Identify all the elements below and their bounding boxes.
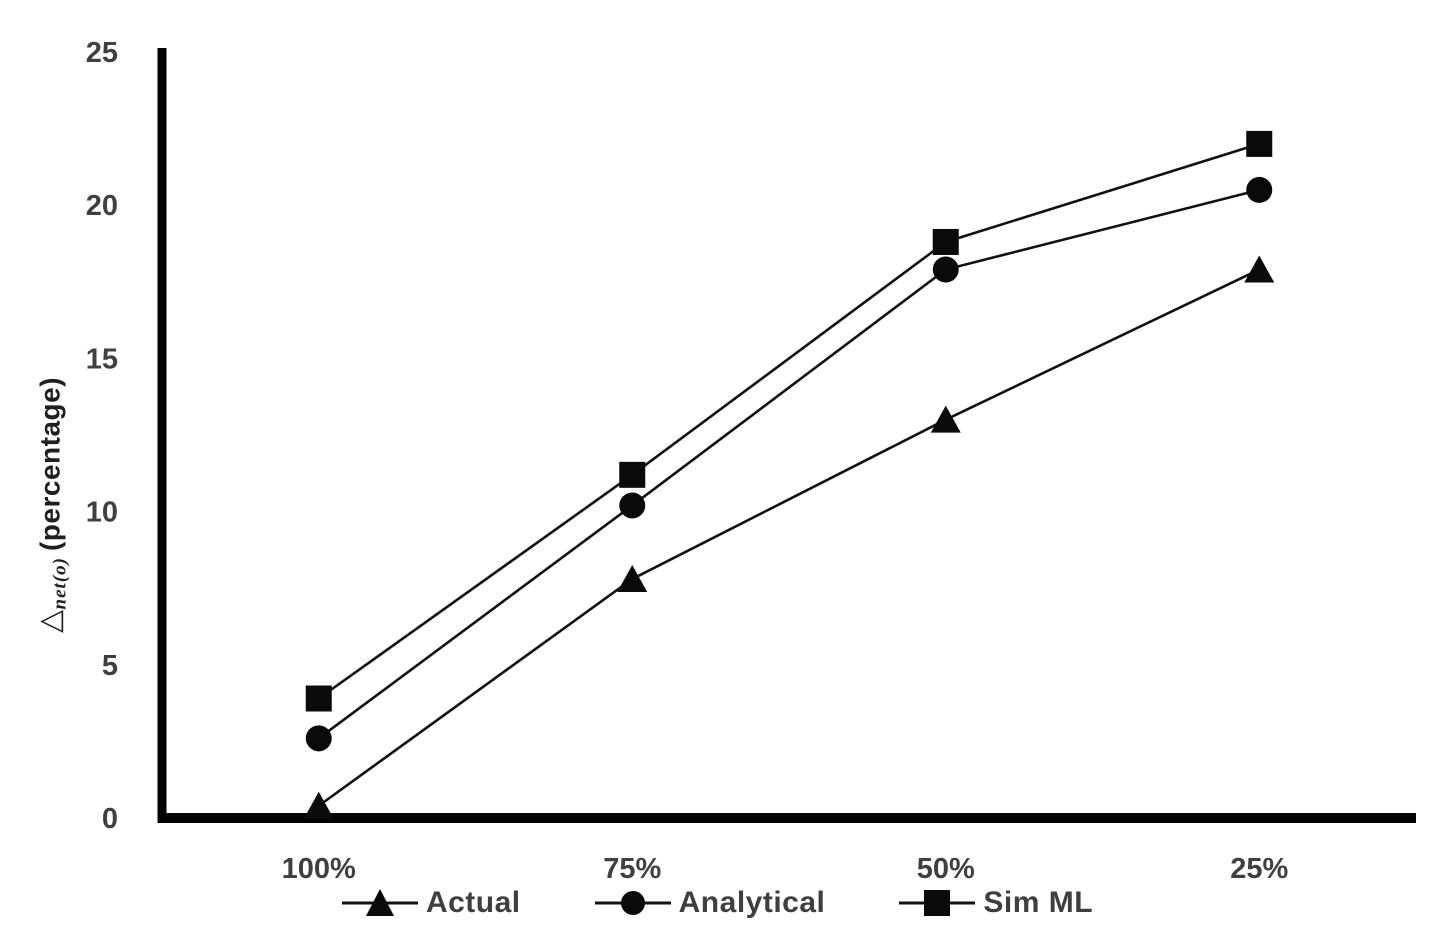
y-tick-label: 10 bbox=[86, 497, 118, 529]
y-axis-line bbox=[157, 48, 167, 823]
circle-data-marker bbox=[305, 725, 332, 752]
circle-data-marker bbox=[619, 492, 646, 519]
circle-marker-icon bbox=[594, 891, 671, 915]
x-tick-label: 75% bbox=[603, 853, 661, 885]
circle-data-marker bbox=[1246, 176, 1273, 203]
square-data-marker bbox=[619, 461, 646, 488]
triangle-data-marker bbox=[1244, 255, 1275, 283]
x-tick-label: 100% bbox=[282, 853, 356, 885]
y-tick-label: 25 bbox=[86, 37, 118, 69]
square-data-marker bbox=[305, 685, 332, 712]
square-marker-icon bbox=[899, 890, 976, 916]
delta-symbol: △ bbox=[32, 609, 68, 634]
y-tick-label: 5 bbox=[102, 650, 118, 682]
legend-label: Actual bbox=[425, 886, 521, 919]
series-line-square bbox=[317, 142, 1260, 700]
legend-item-simml: Sim ML bbox=[899, 886, 1093, 920]
y-axis-title-units: (percentage) bbox=[34, 376, 66, 552]
x-tick-label: 50% bbox=[917, 853, 975, 885]
y-axis-title: △net(o) (percentage) bbox=[33, 377, 72, 633]
legend-label: Analytical bbox=[678, 886, 826, 919]
square-data-marker bbox=[1246, 130, 1273, 157]
legend-label: Sim ML bbox=[983, 886, 1094, 919]
triangle-marker-icon bbox=[341, 889, 418, 916]
triangle-data-marker bbox=[303, 791, 334, 819]
circle-data-marker bbox=[932, 256, 959, 283]
x-axis-line bbox=[157, 813, 1416, 823]
legend-item-actual: Actual bbox=[341, 886, 521, 920]
triangle-data-marker bbox=[930, 405, 961, 433]
triangle-data-marker bbox=[617, 565, 648, 593]
y-tick-label: 15 bbox=[86, 343, 118, 375]
y-tick-label: 0 bbox=[102, 803, 118, 835]
series-line-triangle bbox=[317, 268, 1260, 807]
legend-item-analytical: Analytical bbox=[594, 886, 826, 920]
y-axis-title-subscript: net(o) bbox=[49, 557, 71, 610]
square-data-marker bbox=[932, 228, 959, 255]
x-tick-label: 25% bbox=[1230, 853, 1288, 885]
series-line-circle bbox=[317, 188, 1260, 740]
legend: Actual Analytical Sim ML bbox=[0, 886, 1435, 920]
y-tick-label: 20 bbox=[86, 190, 118, 222]
